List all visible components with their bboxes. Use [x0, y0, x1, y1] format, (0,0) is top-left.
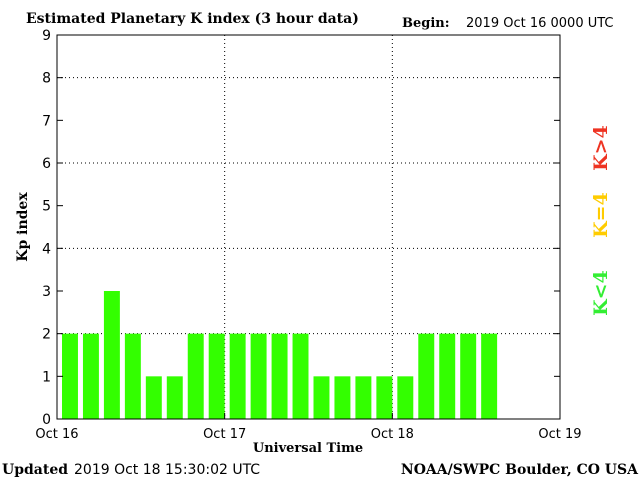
kp-bar	[313, 376, 330, 419]
y-tick-label: 1	[42, 369, 51, 385]
chart-title: Estimated Planetary K index (3 hour data…	[26, 11, 359, 27]
y-tick-label: 9	[42, 28, 51, 44]
kp-bar	[271, 333, 288, 419]
kp-bar	[292, 333, 309, 419]
kp-bar	[397, 376, 414, 419]
kp-bar	[166, 376, 183, 419]
kp-bar	[187, 333, 204, 419]
kp-bar	[481, 333, 498, 419]
kp-bar	[439, 333, 456, 419]
y-tick-label: 8	[42, 71, 51, 87]
y-tick-label: 0	[42, 412, 51, 428]
y-axis-ticks: 0 1 2 3 4 5 6 7 8 9	[42, 28, 560, 428]
updated-value: 2019 Oct 18 15:30:02 UTC	[74, 462, 260, 478]
y-tick-label: 5	[42, 199, 51, 215]
begin-label: Begin:	[402, 16, 450, 31]
x-tick-label: Oct 18	[371, 427, 414, 442]
y-tick-label: 3	[42, 284, 51, 300]
kp-bar	[355, 376, 372, 419]
updated-label: Updated	[2, 462, 68, 478]
x-tick-label: Oct 16	[35, 427, 78, 442]
kp-bar	[103, 291, 120, 419]
y-tick-label: 2	[42, 327, 51, 343]
kp-bar	[418, 333, 435, 419]
kp-bar	[460, 333, 477, 419]
source-credit: NOAA/SWPC Boulder, CO USA	[401, 462, 639, 478]
kp-bar	[82, 333, 99, 419]
kp-bar	[208, 333, 225, 419]
kp-bar	[334, 376, 351, 419]
kp-bar	[229, 333, 246, 419]
y-tick-label: 6	[42, 156, 51, 172]
kp-bar	[250, 333, 267, 419]
grid-lines	[57, 35, 560, 419]
plot-frame	[56, 34, 561, 420]
legend: K<4 K=4 K>4	[590, 125, 612, 316]
legend-item: K=4	[590, 192, 612, 238]
y-tick-label: 7	[42, 113, 51, 129]
kp-bar	[124, 333, 141, 419]
x-tick-label: Oct 19	[538, 427, 581, 442]
legend-item: K>4	[590, 125, 612, 171]
y-tick-label: 4	[42, 241, 51, 257]
x-axis-label: Universal Time	[253, 441, 363, 456]
begin-value: 2019 Oct 16 0000 UTC	[466, 16, 614, 31]
x-tick-label: Oct 17	[203, 427, 246, 442]
bars-group	[62, 291, 498, 419]
x-axis-ticks: Oct 16 Oct 17 Oct 18 Oct 19	[35, 413, 582, 442]
kp-bar	[62, 333, 78, 419]
legend-item: K<4	[590, 270, 612, 316]
kp-bar	[376, 376, 393, 419]
y-axis-label: Kp index	[15, 192, 31, 262]
kp-bar	[145, 376, 162, 419]
